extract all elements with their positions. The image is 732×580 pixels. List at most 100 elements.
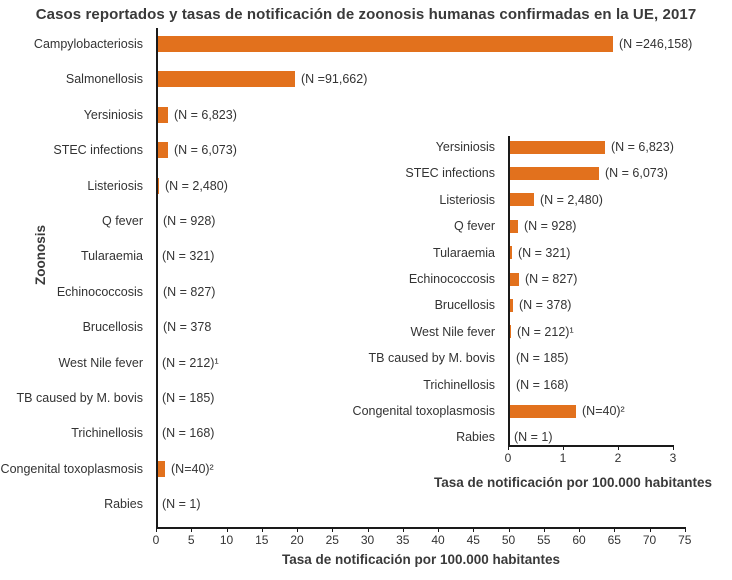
axis-tick: [156, 527, 157, 532]
category-label: Q fever: [102, 214, 143, 228]
axis-tick: [508, 527, 510, 532]
axis-tick-label: 1: [559, 451, 567, 465]
bar: [508, 193, 534, 207]
bar: [508, 325, 511, 339]
axis-tick: [508, 445, 509, 450]
axis-tick-label: 15: [255, 533, 269, 547]
axis-tick-label: 0: [152, 533, 160, 547]
x-axis-line: [156, 527, 686, 529]
category-label: Tularaemia: [80, 249, 143, 264]
axis-tick-label: 35: [396, 533, 410, 547]
bar-annotation: (N = 6,073): [174, 143, 237, 158]
bar: [508, 166, 599, 180]
bar: [508, 272, 519, 286]
axis-tick-label: 50: [501, 533, 516, 547]
bar-annotation: (N = 827): [163, 284, 216, 299]
bar: [508, 219, 518, 233]
category-label: Listeriosis: [87, 178, 143, 193]
axis-tick: [618, 445, 619, 450]
category-label: Campylobacteriosis: [33, 37, 143, 51]
bar: [508, 404, 576, 418]
category-label: Congenital toxoplasmosis: [0, 461, 143, 476]
axis-tick: [332, 527, 334, 532]
bar-annotation: (N = 928): [524, 219, 577, 234]
bar-annotation: (N = 378): [519, 298, 572, 313]
bar: [508, 140, 605, 154]
y-axis-line: [156, 28, 158, 528]
bar-annotation: (N = 321): [518, 245, 571, 260]
y-axis-line: [508, 136, 510, 446]
bar-annotation: (N = 168): [162, 426, 215, 441]
axis-tick: [614, 527, 616, 532]
axis-tick-label: 45: [466, 533, 480, 547]
bar-annotation: (N =91,662): [301, 72, 368, 87]
bar: [156, 106, 168, 123]
axis-tick-label: 3: [669, 451, 677, 465]
main-x-axis-label: Tasa de notificación por 100.000 habitan…: [281, 552, 561, 567]
bar-annotation: (N =246,158): [619, 37, 693, 51]
axis-tick-label: 25: [325, 533, 339, 547]
category-label: Salmonellosis: [65, 72, 143, 87]
bar-annotation: (N = 212)¹: [517, 324, 574, 339]
axis-tick-label: 20: [290, 533, 304, 547]
bar-annotation: (N = 2,480): [165, 178, 228, 193]
axis-tick: [438, 527, 439, 532]
x-axis-line: [508, 445, 674, 447]
bar-annotation: (N = 185): [516, 351, 569, 366]
axis-tick: [543, 527, 545, 532]
category-label: Brucellosis: [434, 298, 495, 313]
axis-tick-label: 10: [219, 533, 234, 547]
axis-tick: [261, 527, 263, 532]
axis-tick-label: 60: [572, 533, 586, 547]
bar-annotation: (N = 928): [163, 214, 216, 228]
bar-annotation: (N = 6,823): [611, 140, 674, 154]
category-label: Yersiniosis: [83, 107, 143, 122]
bar-annotation: (N = 2,480): [540, 192, 603, 207]
axis-tick: [673, 445, 674, 450]
category-label: Listeriosis: [439, 192, 495, 207]
category-label: STEC infections: [405, 166, 495, 181]
category-label: Yersiniosis: [435, 140, 495, 154]
bar-annotation: (N=40)²: [582, 404, 625, 418]
bar-annotation: (N = 1): [514, 430, 553, 445]
bar-annotation: (N = 168): [516, 377, 569, 392]
category-label: Congenital toxoplasmosis: [352, 404, 495, 418]
category-label: Tularaemia: [432, 245, 495, 260]
category-label: Brucellosis: [82, 320, 143, 335]
bar-annotation: (N = 6,823): [174, 107, 237, 122]
bar: [508, 298, 513, 312]
bar-annotation: (N = 321): [162, 249, 215, 264]
bar: [156, 36, 613, 52]
axis-tick: [649, 527, 651, 532]
category-label: Q fever: [454, 219, 495, 234]
axis-tick-label: 5: [187, 533, 195, 547]
category-label: Echinococcosis: [408, 272, 495, 286]
category-label: TB caused by M. bovis: [368, 351, 495, 366]
category-label: TB caused by M. bovis: [16, 391, 143, 405]
category-label: Trichinellosis: [423, 377, 495, 392]
axis-tick-label: 40: [431, 533, 445, 547]
axis-tick: [579, 527, 580, 532]
axis-tick-label: 0: [504, 451, 512, 465]
bar: [156, 460, 165, 477]
category-label: Trichinellosis: [71, 426, 143, 441]
bar: [156, 177, 159, 194]
category-label: West Nile fever: [410, 324, 495, 339]
inset-x-axis-label: Tasa de notificación por 100.000 habitan…: [433, 475, 713, 490]
axis-tick: [402, 527, 404, 532]
category-label: Rabies: [456, 430, 495, 445]
axis-tick: [297, 527, 298, 532]
axis-tick-label: 2: [614, 451, 622, 465]
category-label: Echinococcosis: [56, 284, 143, 299]
axis-tick: [684, 527, 686, 532]
bar-annotation: (N = 827): [525, 272, 578, 286]
bar-annotation: (N = 6,073): [605, 166, 668, 181]
axis-tick-label: 70: [642, 533, 657, 547]
bar: [156, 142, 168, 159]
category-label: West Nile fever: [58, 355, 143, 370]
axis-tick: [367, 527, 369, 532]
bar: [508, 246, 512, 260]
bar-annotation: (N = 1): [162, 497, 201, 512]
